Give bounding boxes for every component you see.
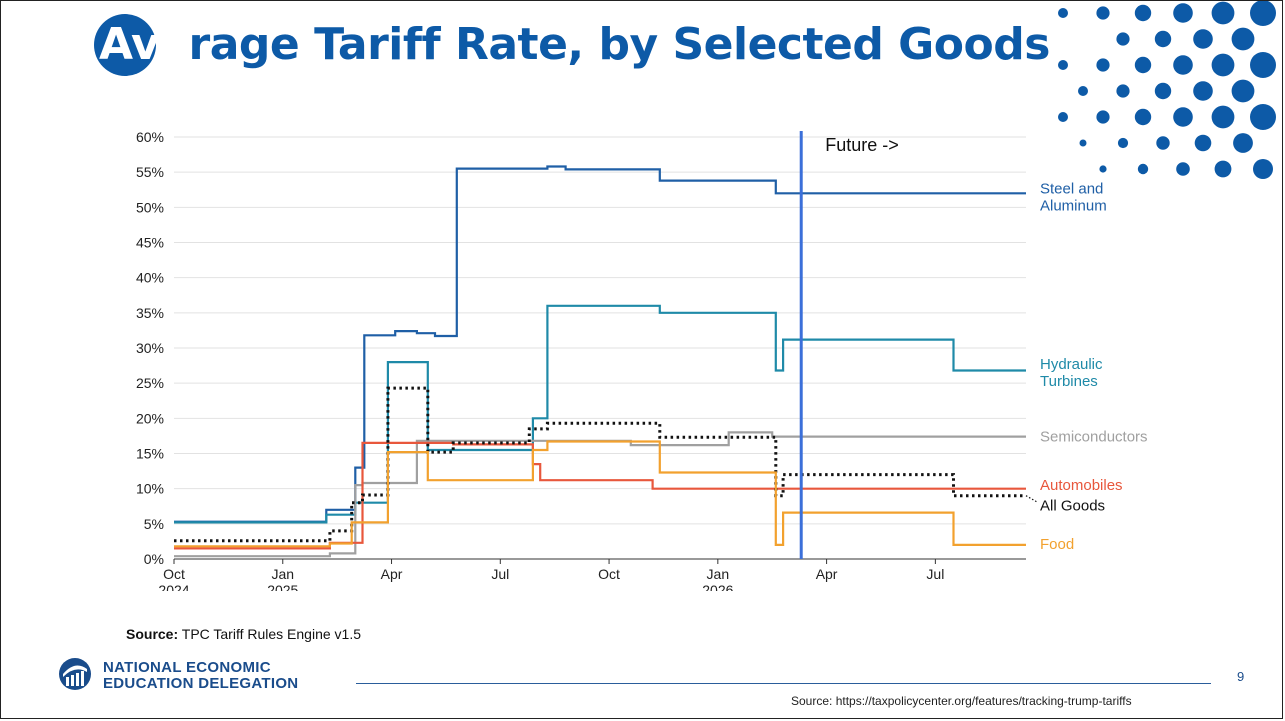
series-label: Aluminum — [1040, 197, 1107, 214]
y-tick-label: 10% — [136, 481, 164, 497]
x-tick-label: Apr — [381, 566, 403, 582]
y-tick-label: 0% — [144, 551, 164, 567]
y-tick-label: 5% — [144, 516, 164, 532]
source-label: Source: — [126, 626, 179, 642]
decorative-dot — [1078, 86, 1088, 96]
decorative-dots — [1058, 1, 1276, 179]
series-line-steel-and-aluminum — [174, 165, 1026, 523]
x-tick-label: Oct — [163, 566, 185, 582]
series-label: Turbines — [1040, 373, 1098, 390]
page-title: Average Tariff Rate, by Selected Goods — [99, 19, 1050, 70]
footer-source: Source: https://taxpolicycenter.org/feat… — [791, 694, 1132, 708]
decorative-dot — [1116, 32, 1130, 46]
series-label: Semiconductors — [1040, 429, 1148, 446]
y-tick-label: 60% — [136, 129, 164, 145]
decorative-dot — [1096, 58, 1110, 72]
series-line-all-goods — [174, 386, 1026, 543]
series-label: Steel and — [1040, 180, 1103, 197]
page-number: 9 — [1237, 669, 1245, 684]
title-rest: rage Tariff Rate, by Selected Goods — [188, 19, 1051, 70]
decorative-dot — [1156, 136, 1170, 150]
x-tick-label: Oct — [598, 566, 620, 582]
decorative-dot — [1231, 79, 1255, 103]
series-label: Automobiles — [1040, 477, 1123, 494]
series-line-semiconductors — [174, 431, 1026, 558]
decorative-dot — [1154, 30, 1172, 48]
org-name-line2: EDUCATION DELEGATION — [103, 675, 299, 692]
decorative-dot — [1096, 110, 1110, 124]
decorative-dot — [1250, 104, 1276, 130]
series-line-hydraulic-turbines — [174, 304, 1026, 524]
label-leader-line — [1025, 495, 1039, 504]
title-highlight: Ave — [99, 19, 189, 70]
decorative-dot — [1079, 139, 1087, 147]
decorative-dot — [1193, 81, 1213, 101]
series-label: Hydraulic — [1040, 356, 1103, 373]
decorative-dot — [1134, 4, 1152, 22]
y-tick-label: 20% — [136, 410, 164, 426]
decorative-dot — [1233, 133, 1253, 153]
decorative-dot — [1253, 159, 1273, 179]
decorative-dot — [1116, 84, 1130, 98]
decorative-dot — [1176, 162, 1190, 176]
y-tick-label: 25% — [136, 375, 164, 391]
nedd-logo-icon — [59, 658, 91, 690]
chart-source: Source: TPC Tariff Rules Engine v1.5 — [126, 626, 361, 642]
series-line-automobiles — [174, 441, 1026, 550]
x-tick-label: Jul — [926, 566, 944, 582]
y-tick-label: 35% — [136, 305, 164, 321]
tariff-line-chart: 0% 5% 10% 15% 20% 25% 30% 35% 40% 45% 50% 55% 60% Oct… — [136, 129, 1148, 591]
decorative-dot — [1173, 107, 1193, 127]
series-label: All Goods — [1040, 498, 1105, 515]
decorative-dot — [1250, 1, 1276, 26]
x-tick-year-label: 2026 — [702, 582, 733, 591]
y-tick-label: 55% — [136, 164, 164, 180]
footer-divider — [356, 683, 1211, 684]
x-tick-label: Apr — [816, 566, 838, 582]
decorative-dot — [1154, 82, 1172, 100]
decorative-dot — [1193, 29, 1213, 49]
decorative-dot — [1134, 108, 1152, 126]
decorative-dot — [1250, 52, 1276, 78]
decorative-dot — [1099, 165, 1107, 173]
decorative-dot — [1096, 6, 1110, 20]
decorative-dot — [1058, 112, 1068, 122]
decorative-dot — [1173, 3, 1193, 23]
decorative-dot — [1134, 56, 1152, 74]
x-tick-label: Jan — [707, 566, 730, 582]
decorative-dot — [1173, 55, 1193, 75]
y-tick-label: 30% — [136, 340, 164, 356]
decorative-dot — [1211, 53, 1235, 77]
y-tick-label: 50% — [136, 199, 164, 215]
org-name: NATIONAL ECONOMIC EDUCATION DELEGATION — [103, 660, 298, 692]
series-label: Food — [1040, 536, 1074, 553]
decorative-dot — [1194, 134, 1212, 152]
decorative-dot — [1058, 60, 1068, 70]
decorative-dot — [1211, 105, 1235, 129]
decorative-dot — [1214, 160, 1232, 178]
x-tick-label: Jul — [491, 566, 509, 582]
y-tick-label: 45% — [136, 235, 164, 251]
org-name-line1: NATIONAL ECONOMIC — [103, 659, 271, 676]
source-text: TPC Tariff Rules Engine v1.5 — [178, 626, 361, 642]
y-tick-label: 40% — [136, 270, 164, 286]
future-annotation: Future -> — [825, 135, 899, 155]
x-tick-year-label: 2024 — [158, 582, 189, 591]
decorative-dot — [1117, 137, 1129, 149]
series-line-food — [174, 440, 1026, 548]
x-tick-year-label: 2025 — [267, 582, 298, 591]
y-tick-label: 15% — [136, 446, 164, 462]
decorative-dot — [1211, 1, 1235, 25]
decorative-dot — [1137, 163, 1149, 175]
x-tick-label: Jan — [271, 566, 294, 582]
title-circle-accent — [94, 14, 156, 76]
decorative-dot — [1058, 8, 1068, 18]
decorative-dot — [1231, 27, 1255, 51]
